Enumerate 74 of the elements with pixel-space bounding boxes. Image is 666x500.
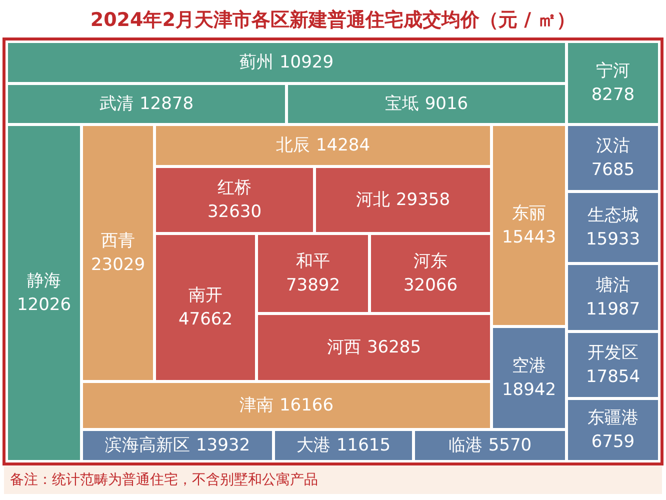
cell: 北辰 14284	[156, 126, 490, 165]
text: 备注：统计范畴为普通住宅，不含别墅和公寓产品	[10, 471, 318, 488]
data-label: 36285	[366, 338, 422, 358]
cell: 蓟州 10929	[8, 43, 565, 82]
category-label: 北辰	[276, 136, 310, 156]
data-label: 14284	[316, 136, 370, 156]
data-label: 12878	[139, 94, 194, 114]
data-label: 16166	[279, 396, 334, 416]
category-label: 静海	[27, 271, 61, 291]
cell: 红桥 32630	[156, 168, 313, 232]
data-label: 23029	[90, 255, 146, 275]
category-label: 东疆港	[588, 408, 638, 428]
category-label: 津南	[239, 396, 274, 416]
category-label: 武清	[99, 94, 134, 114]
category-label: 河北	[356, 190, 390, 210]
category-label: 汉沽	[596, 136, 630, 156]
category-label: 河西	[326, 338, 361, 358]
cell: 津南 16166	[83, 383, 490, 428]
category-label: 宝坻	[384, 94, 419, 114]
data-label: 9016	[424, 94, 468, 114]
cell: 南开 47662	[156, 235, 255, 380]
data-label: 11987	[586, 300, 640, 320]
category-label: 和平	[296, 252, 330, 272]
cell: 临港 5570	[415, 431, 565, 460]
category-label: 开发区	[588, 343, 638, 363]
data-label: 47662	[178, 310, 233, 330]
cell: 静海 12026	[8, 126, 80, 460]
data-label: 12026	[16, 295, 72, 315]
data-label: 15443	[502, 228, 556, 248]
cell: 塘沽 11987	[568, 265, 658, 330]
data-label: 10929	[279, 52, 334, 72]
cell: 河北 29358	[316, 168, 490, 232]
category-label: 宁河	[596, 61, 630, 81]
data-label: 5570	[488, 436, 532, 456]
cell: 河西 36285	[258, 315, 490, 380]
category-label: 空港	[512, 356, 546, 376]
category-label: 东丽	[512, 204, 546, 224]
category-label: 塘沽	[595, 276, 630, 296]
cell: 滨海高新区 13932	[83, 431, 272, 460]
data-label: 29358	[396, 190, 450, 210]
data-label: 6759	[591, 432, 635, 452]
cell: 和平 73892	[258, 235, 368, 312]
cell: 西青 23029	[83, 126, 153, 380]
cell: 宝坻 9016	[288, 85, 565, 123]
category-label: 临港	[448, 436, 482, 456]
category-label: 西青	[101, 231, 135, 251]
data-label: 32066	[403, 276, 458, 296]
cell: 生态城 15933	[568, 193, 658, 262]
category-label: 红桥	[218, 178, 252, 198]
data-label: 7685	[591, 160, 635, 180]
data-label: 8278	[591, 85, 635, 105]
data-label: 13932	[196, 436, 250, 456]
category-label: 南开	[188, 286, 222, 306]
data-label: 73892	[286, 276, 340, 296]
cell: 空港 18942	[493, 328, 565, 428]
data-label: 32630	[207, 202, 262, 222]
data-label: 17854	[586, 367, 640, 387]
cell: 武清 12878	[8, 85, 285, 123]
cell: 宁河 8278	[568, 43, 658, 123]
category-label: 滨海高新区	[104, 436, 190, 456]
category-label: 大港	[296, 436, 330, 456]
category-label: 蓟州	[239, 52, 274, 72]
data-label: 11615	[336, 436, 391, 456]
cell: 大港 11615	[275, 431, 412, 460]
data-label: 18942	[502, 380, 556, 400]
cell: 东疆港 6759	[568, 400, 658, 460]
category-label: 生态城	[588, 206, 638, 226]
cell: 开发区 17854	[568, 333, 658, 397]
data-label: 15933	[586, 230, 640, 250]
cell: 汉沽 7685	[568, 126, 658, 190]
category-label: 河东	[414, 252, 448, 272]
text: 2024年2月天津市各区新建普通住宅成交均价（元 / ㎡）	[90, 9, 576, 31]
cell: 东丽 15443	[493, 126, 565, 325]
cell: 河东 32066	[371, 235, 490, 312]
